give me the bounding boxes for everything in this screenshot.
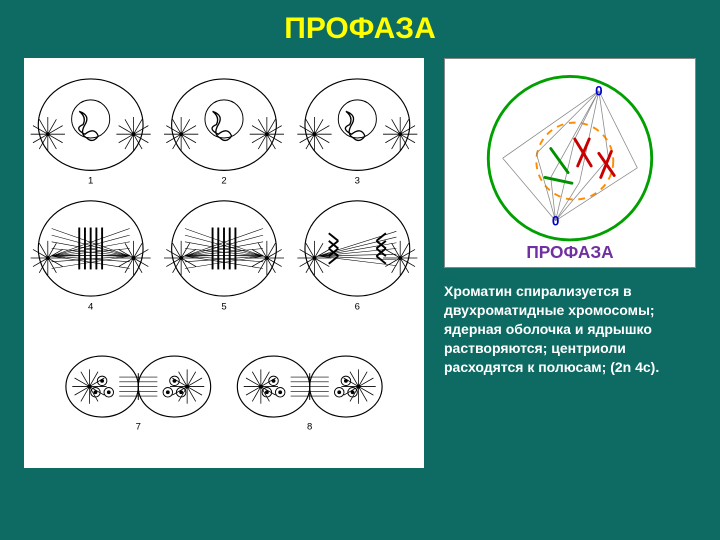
svg-text:ПРОФАЗА: ПРОФАЗА xyxy=(526,242,614,262)
page-title: ПРОФАЗА xyxy=(24,12,696,46)
svg-text:2: 2 xyxy=(221,176,226,187)
mitosis-stages-grid: 1 2 3 4 5 6 7 8 xyxy=(24,58,424,468)
svg-text:0: 0 xyxy=(595,84,602,99)
svg-text:5: 5 xyxy=(221,301,226,312)
prophase-color-diagram: 0 0 ПРОФАЗА xyxy=(444,58,696,268)
prophase-svg: 0 0 ПРОФАЗА xyxy=(445,59,695,267)
svg-text:0: 0 xyxy=(552,214,559,229)
caption-text: Хроматин спирализуется в двухроматидные … xyxy=(444,282,696,376)
svg-text:7: 7 xyxy=(136,421,141,432)
right-column: 0 0 ПРОФАЗА Хроматин спирализуется в двухр… xyxy=(444,58,696,376)
svg-text:6: 6 xyxy=(355,301,360,312)
mitosis-svg: 1 2 3 4 5 6 7 8 xyxy=(24,58,424,468)
svg-text:3: 3 xyxy=(355,176,360,187)
svg-text:8: 8 xyxy=(307,421,312,432)
svg-text:1: 1 xyxy=(88,176,93,187)
content-row: 1 2 3 4 5 6 7 8 0 0 ПРОФАЗА Хроматин спирализуетс… xyxy=(24,58,696,468)
svg-text:4: 4 xyxy=(88,301,94,312)
slide: ПРОФАЗА 1 2 3 4 5 6 7 8 0 0 ПРОФАЗА Хроматин спир… xyxy=(0,0,720,540)
